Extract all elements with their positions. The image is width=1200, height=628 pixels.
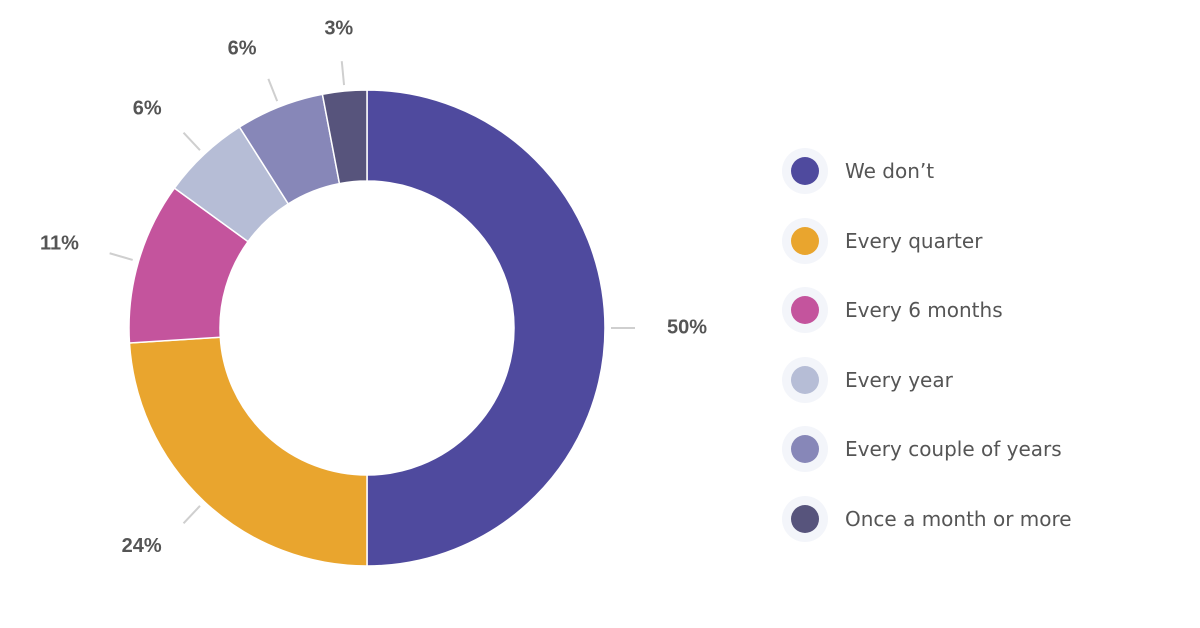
legend-swatch-halo: [782, 287, 828, 334]
chart-legend: We don’t Every quarter Every 6 months Every…: [782, 148, 1192, 566]
legend-swatch-once-a-month-or-more: [791, 504, 819, 533]
legend-label-every-quarter: Every quarter: [845, 228, 983, 253]
legend-swatch-every-couple-of-years: [791, 435, 819, 464]
data-label-every-couple-of-years: 6%: [228, 37, 257, 59]
leader-line-once-a-month-or-more: [340, 61, 346, 86]
data-label-every-quarter: 24%: [122, 535, 162, 557]
legend-label-every-6-months: Every 6 months: [845, 298, 1003, 323]
legend-swatch-halo: [782, 217, 828, 264]
legend-label-every-year: Every year: [845, 367, 953, 392]
legend-item-every-quarter[interactable]: Every quarter: [782, 217, 1192, 264]
data-label-once-a-month-or-more: 3%: [324, 18, 353, 40]
legend-label-every-couple-of-years: Every couple of years: [845, 437, 1062, 462]
leader-line-every-year: [182, 131, 201, 151]
slice-every-quarter[interactable]: [128, 336, 368, 567]
legend-label-we-dont: We don’t: [845, 159, 935, 183]
legend-item-every-year[interactable]: Every year: [782, 356, 1192, 403]
legend-item-once-a-month-or-more[interactable]: Once a month or more: [782, 495, 1192, 542]
data-label-we-dont: 50%: [667, 316, 707, 338]
legend-item-every-couple-of-years[interactable]: Every couple of years: [782, 426, 1192, 473]
donut-chart: 50% 24% 11% 6% 6% 3%: [40, 18, 707, 567]
data-label-every-6-months: 11%: [40, 233, 79, 255]
legend-swatch-halo: [782, 495, 828, 542]
legend-swatch-every-quarter: [791, 226, 819, 255]
leader-line-every-quarter: [182, 505, 201, 525]
leader-line-every-6-months: [109, 252, 133, 261]
legend-swatch-halo: [782, 356, 828, 403]
data-label-every-year: 6%: [133, 98, 162, 120]
legend-swatch-every-year: [791, 365, 819, 394]
legend-item-we-dont[interactable]: We don’t: [782, 148, 1192, 194]
slice-we-dont[interactable]: [366, 89, 606, 567]
slice-once-a-month-or-more[interactable]: [321, 89, 368, 185]
legend-swatch-we-dont: [791, 157, 819, 185]
legend-item-every-6-months[interactable]: Every 6 months: [782, 287, 1192, 334]
legend-swatch-every-6-months: [791, 296, 819, 325]
leader-line-every-couple-of-years: [267, 78, 279, 102]
legend-swatch-halo: [782, 426, 828, 473]
legend-swatch-halo: [782, 148, 828, 194]
legend-label-once-a-month-or-more: Once a month or more: [845, 506, 1072, 531]
